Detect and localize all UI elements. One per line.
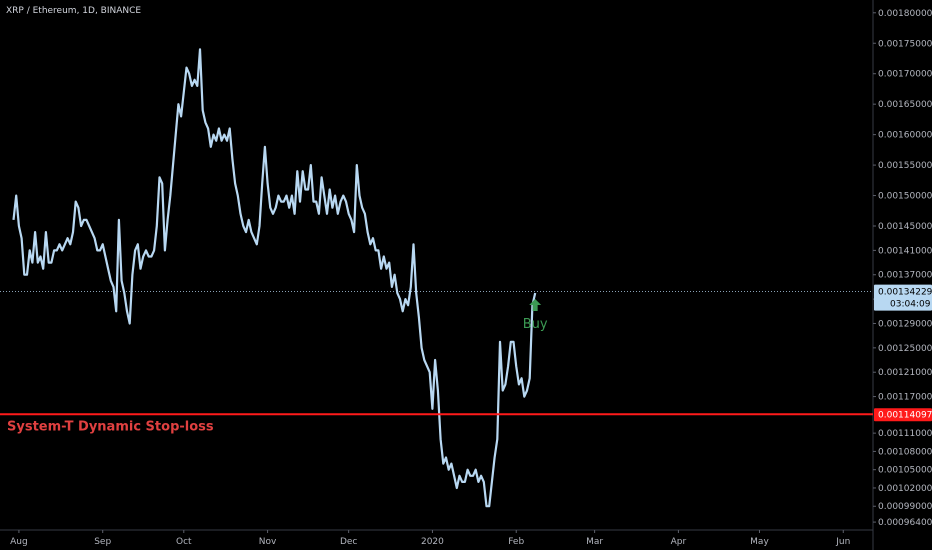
y-tick-label: 0.00150000	[878, 192, 932, 202]
y-tick-label: 0.00160000	[878, 131, 932, 141]
y-tick-label: 0.00165000	[878, 100, 932, 110]
chart-title: XRP / Ethereum, 1D, BINANCE	[6, 6, 141, 16]
y-tick-label: 0.00121000	[878, 368, 932, 378]
x-tick-label: Nov	[259, 537, 277, 547]
y-tick-label: 0.00099000	[878, 502, 932, 512]
y-tick-label: 0.00155000	[878, 161, 932, 171]
stoploss-value: 0.00114097	[878, 410, 932, 420]
y-tick-label: 0.00111000	[878, 429, 932, 439]
y-tick-label: 0.00175000	[878, 39, 932, 49]
y-tick-label: 0.00096400	[878, 518, 932, 528]
x-tick-label: Apr	[671, 537, 687, 547]
x-tick-label: Oct	[176, 537, 192, 547]
current-price-value: 0.00134229	[878, 288, 932, 298]
y-tick-label: 0.00108000	[878, 447, 932, 457]
y-tick-label: 0.00129000	[878, 319, 932, 329]
x-tick-label: May	[750, 537, 769, 547]
stoploss-label: System-T Dynamic Stop-loss	[7, 419, 214, 434]
current-price-badge	[874, 284, 932, 311]
y-tick-label: 0.00180000	[878, 9, 932, 19]
y-tick-label: 0.00105000	[878, 466, 932, 476]
x-tick-label: Feb	[508, 537, 524, 547]
x-tick-label: Dec	[340, 537, 357, 547]
price-line	[12, 48, 537, 508]
x-tick-label: Jun	[835, 537, 850, 547]
x-tick-label: 2020	[421, 537, 444, 547]
price-series	[12, 48, 537, 508]
y-tick-label: 0.00102000	[878, 484, 932, 494]
x-tick-label: Mar	[586, 537, 603, 547]
y-tick-label: 0.00145000	[878, 222, 932, 232]
buy-label: Buy	[523, 317, 548, 332]
x-tick-label: Sep	[94, 537, 111, 547]
y-tick-label: 0.00141000	[878, 246, 932, 256]
countdown-value: 03:04:09	[890, 300, 931, 310]
x-tick-label: Aug	[10, 537, 28, 547]
y-tick-label: 0.00170000	[878, 70, 932, 80]
buy-arrow-icon	[529, 299, 542, 312]
y-tick-label: 0.00117000	[878, 393, 932, 403]
y-tick-label: 0.00125000	[878, 344, 932, 354]
stoploss-badge	[874, 408, 932, 422]
y-tick-label: 0.00137000	[878, 271, 932, 281]
